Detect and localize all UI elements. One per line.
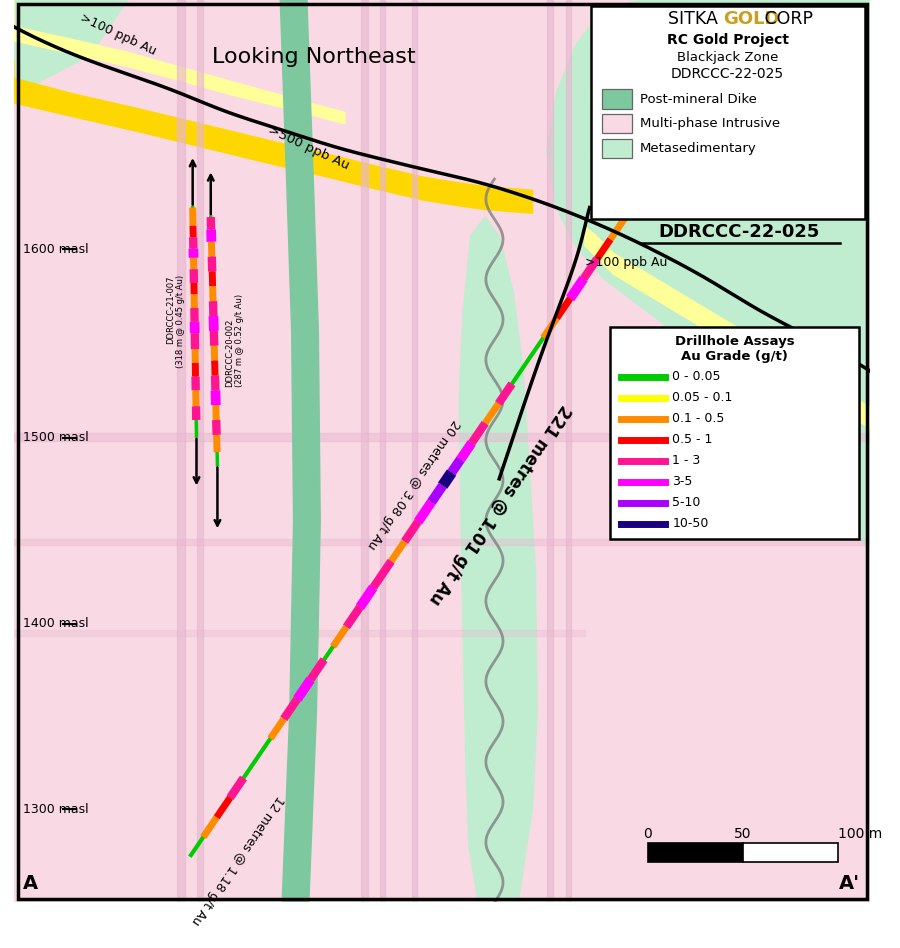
Bar [411, 0, 418, 902]
Text: 3-5: 3-5 [672, 475, 693, 488]
Text: 100 m: 100 m [838, 827, 882, 841]
Text: >500 ppb Au: >500 ppb Au [266, 123, 351, 172]
Text: A': A' [839, 874, 860, 893]
Text: 1500 masl: 1500 masl [23, 431, 89, 445]
Bar [14, 538, 870, 545]
Text: GOLD: GOLD [723, 10, 779, 28]
Text: 20 metres @ 3.08 g/t Au: 20 metres @ 3.08 g/t Au [364, 417, 462, 551]
Text: >100 ppb Au: >100 ppb Au [585, 256, 667, 269]
Bar [14, 630, 585, 636]
Text: SITKA: SITKA [668, 10, 723, 28]
Bar [197, 0, 203, 902]
Text: 221 metres @ 1.01 g/t Au: 221 metres @ 1.01 g/t Au [425, 401, 573, 608]
FancyBboxPatch shape [609, 327, 860, 538]
Text: 1400 masl: 1400 masl [23, 617, 89, 630]
Bar [648, 844, 742, 863]
Bar [177, 0, 185, 902]
Text: Looking Northeast: Looking Northeast [212, 47, 416, 67]
Text: 10-50: 10-50 [672, 517, 709, 530]
Bar [361, 0, 368, 902]
Text: 5-10: 5-10 [672, 496, 701, 509]
FancyBboxPatch shape [590, 6, 865, 219]
Text: Au Grade (g/t): Au Grade (g/t) [681, 350, 788, 362]
Text: DDRCCC-21-007
(318 m @ 0.45 g/t Au): DDRCCC-21-007 (318 m @ 0.45 g/t Au) [166, 275, 185, 369]
Polygon shape [14, 0, 345, 124]
Text: RC Gold Project: RC Gold Project [667, 33, 788, 47]
Text: Metasedimentary: Metasedimentary [640, 142, 757, 155]
Text: 0 - 0.05: 0 - 0.05 [672, 371, 721, 384]
Polygon shape [14, 60, 533, 213]
Text: 0.05 - 0.1: 0.05 - 0.1 [672, 392, 733, 405]
Bar [742, 844, 838, 863]
Bar [602, 139, 633, 158]
Bar [602, 89, 633, 108]
Text: 1 - 3: 1 - 3 [672, 454, 701, 467]
Bar [566, 0, 571, 902]
Bar [602, 115, 633, 134]
Text: 50: 50 [734, 827, 752, 841]
Text: Blackjack Zone: Blackjack Zone [677, 50, 778, 64]
Text: DDRCCC-22-025: DDRCCC-22-025 [671, 67, 784, 82]
Text: 1300 masl: 1300 masl [23, 803, 89, 815]
Text: DDRCCC-20-002
(287 m @ 0.52 g/t Au): DDRCCC-20-002 (287 m @ 0.52 g/t Au) [225, 294, 245, 388]
Text: 12 metres @ 1.18 g/t Au: 12 metres @ 1.18 g/t Au [189, 793, 286, 927]
Text: A: A [23, 874, 39, 893]
Polygon shape [14, 0, 128, 95]
Text: CORP: CORP [759, 10, 813, 28]
Text: 1600 masl: 1600 masl [23, 243, 89, 256]
Bar [547, 0, 553, 902]
Polygon shape [459, 217, 537, 902]
Text: >100 ppb Au: >100 ppb Au [78, 11, 158, 58]
Text: 0.5 - 1: 0.5 - 1 [672, 433, 713, 447]
Text: Post-mineral Dike: Post-mineral Dike [640, 93, 757, 105]
Text: DDRCCC-22-025: DDRCCC-22-025 [659, 223, 820, 241]
Polygon shape [280, 0, 320, 902]
Polygon shape [585, 227, 870, 428]
Text: Multi-phase Intrusive: Multi-phase Intrusive [640, 118, 780, 130]
Bar [14, 433, 870, 441]
Bar [380, 0, 385, 902]
Polygon shape [547, 0, 870, 550]
Text: 0: 0 [644, 827, 652, 841]
Text: Drillhole Assays: Drillhole Assays [674, 336, 794, 348]
Text: 0.1 - 0.5: 0.1 - 0.5 [672, 412, 724, 426]
